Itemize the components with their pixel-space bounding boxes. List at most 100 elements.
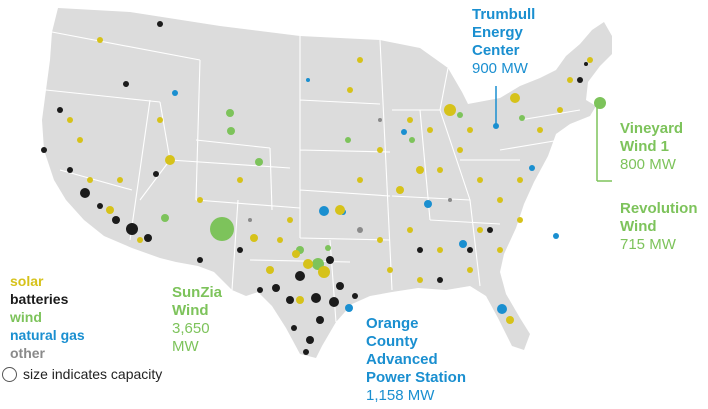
- plant-marker-batteries: [257, 287, 263, 293]
- plant-markers: [41, 21, 606, 355]
- plant-marker-batteries: [326, 256, 334, 264]
- plant-marker-solar: [266, 266, 274, 274]
- plant-marker-natural-gas: [529, 165, 535, 171]
- plant-marker-solar: [437, 167, 443, 173]
- plant-marker-wind: [409, 137, 415, 143]
- plant-marker-solar: [477, 227, 483, 233]
- size-circle-icon: [2, 366, 17, 382]
- plant-marker-wind: [161, 214, 169, 222]
- plant-marker-wind: [457, 112, 463, 118]
- plant-marker-solar: [477, 177, 483, 183]
- plant-marker-solar: [106, 206, 114, 214]
- orange-name-2: County: [366, 333, 418, 350]
- plant-marker-solar: [318, 266, 330, 278]
- plant-marker-solar: [467, 267, 473, 273]
- plant-marker-batteries: [112, 216, 120, 224]
- plant-marker-batteries: [303, 349, 309, 355]
- plant-marker-solar: [357, 177, 363, 183]
- size-note-text: size indicates capacity: [23, 366, 163, 382]
- plant-marker-batteries: [295, 271, 305, 281]
- plant-marker-solar: [444, 104, 456, 116]
- plant-marker-batteries: [584, 62, 588, 66]
- plant-marker-solar: [157, 117, 163, 123]
- callout-trumbull: Trumbull Energy Center 900 MW: [472, 6, 535, 78]
- plant-marker-other: [448, 198, 452, 202]
- plant-marker-batteries: [57, 107, 63, 113]
- plant-marker-solar: [517, 217, 523, 223]
- plant-marker-batteries: [336, 282, 344, 290]
- revolution-capacity: 715 MW: [620, 236, 676, 253]
- plant-marker-solar: [396, 186, 404, 194]
- plant-marker-batteries: [306, 336, 314, 344]
- plant-marker-solar: [296, 296, 304, 304]
- orange-name-4: Power Station: [366, 369, 467, 386]
- plant-marker-natural-gas: [424, 200, 432, 208]
- legend-size-note: size indicates capacity: [2, 366, 162, 382]
- plant-marker-wind: [227, 127, 235, 135]
- plant-marker-solar: [416, 166, 424, 174]
- plant-marker-batteries: [311, 293, 321, 303]
- plant-marker-solar: [165, 155, 175, 165]
- plant-marker-solar: [97, 37, 103, 43]
- sunzia-name-2: Wind: [172, 302, 209, 319]
- plant-marker-solar: [377, 147, 383, 153]
- sunzia-capacity-1: 3,650: [172, 320, 210, 337]
- plant-marker-solar: [250, 234, 258, 242]
- legend: solar batteries wind natural gas other: [10, 272, 85, 362]
- plant-marker-batteries: [144, 234, 152, 242]
- plant-marker-batteries: [97, 203, 103, 209]
- plant-marker-solar: [292, 250, 300, 258]
- legend-natural-gas: natural gas: [10, 327, 85, 343]
- plant-marker-batteries: [237, 247, 243, 253]
- plant-marker-solar: [347, 87, 353, 93]
- callout-sunzia: SunZia Wind 3,650 MW: [172, 284, 222, 356]
- plant-marker-batteries: [291, 325, 297, 331]
- plant-marker-solar: [557, 107, 563, 113]
- plant-marker-batteries: [67, 167, 73, 173]
- plant-marker-solar: [237, 177, 243, 183]
- plant-marker-batteries: [126, 223, 138, 235]
- callout-vineyard: Vineyard Wind 1 800 MW: [620, 120, 683, 174]
- plant-marker-natural-gas: [497, 304, 507, 314]
- plant-marker-solar: [457, 147, 463, 153]
- sunzia-capacity-2: MW: [172, 338, 199, 355]
- plant-marker-solar: [517, 177, 523, 183]
- callout-orange: Orange County Advanced Power Station 1,1…: [366, 315, 466, 405]
- plant-marker-batteries: [329, 297, 339, 307]
- plant-marker-solar: [437, 247, 443, 253]
- plant-marker-solar: [197, 197, 203, 203]
- plant-marker-solar: [497, 247, 503, 253]
- plant-marker-natural-gas: [553, 233, 559, 239]
- state-borders: [45, 31, 581, 323]
- plant-marker-solar: [377, 237, 383, 243]
- plant-marker-batteries: [153, 171, 159, 177]
- revolution-name-2: Wind: [620, 218, 657, 235]
- sunzia-name-1: SunZia: [172, 284, 223, 301]
- plant-marker-solar: [567, 77, 573, 83]
- plant-marker-batteries: [123, 81, 129, 87]
- plant-marker-natural-gas: [319, 206, 329, 216]
- legend-wind: wind: [10, 309, 42, 325]
- plant-marker-batteries: [437, 277, 443, 283]
- plant-marker-solar: [537, 127, 543, 133]
- legend-solar: solar: [10, 273, 44, 289]
- plant-marker-batteries: [272, 284, 280, 292]
- trumbull-capacity: 900 MW: [472, 60, 528, 77]
- vineyard-name-2: Wind 1: [620, 138, 670, 155]
- orange-capacity: 1,158 MW: [366, 387, 435, 404]
- legend-other: other: [10, 345, 45, 361]
- plant-marker-solar: [287, 217, 293, 223]
- plant-marker-solar: [407, 227, 413, 233]
- plant-marker-natural-gas: [306, 78, 310, 82]
- plant-marker-natural-gas: [345, 304, 353, 312]
- plant-marker-wind: [226, 109, 234, 117]
- plant-marker-wind: [210, 217, 234, 241]
- plant-marker-batteries: [352, 293, 358, 299]
- plant-marker-natural-gas: [401, 129, 407, 135]
- plant-marker-solar: [335, 205, 345, 215]
- plant-marker-batteries: [487, 227, 493, 233]
- plant-marker-batteries: [286, 296, 294, 304]
- plant-marker-solar: [303, 259, 313, 269]
